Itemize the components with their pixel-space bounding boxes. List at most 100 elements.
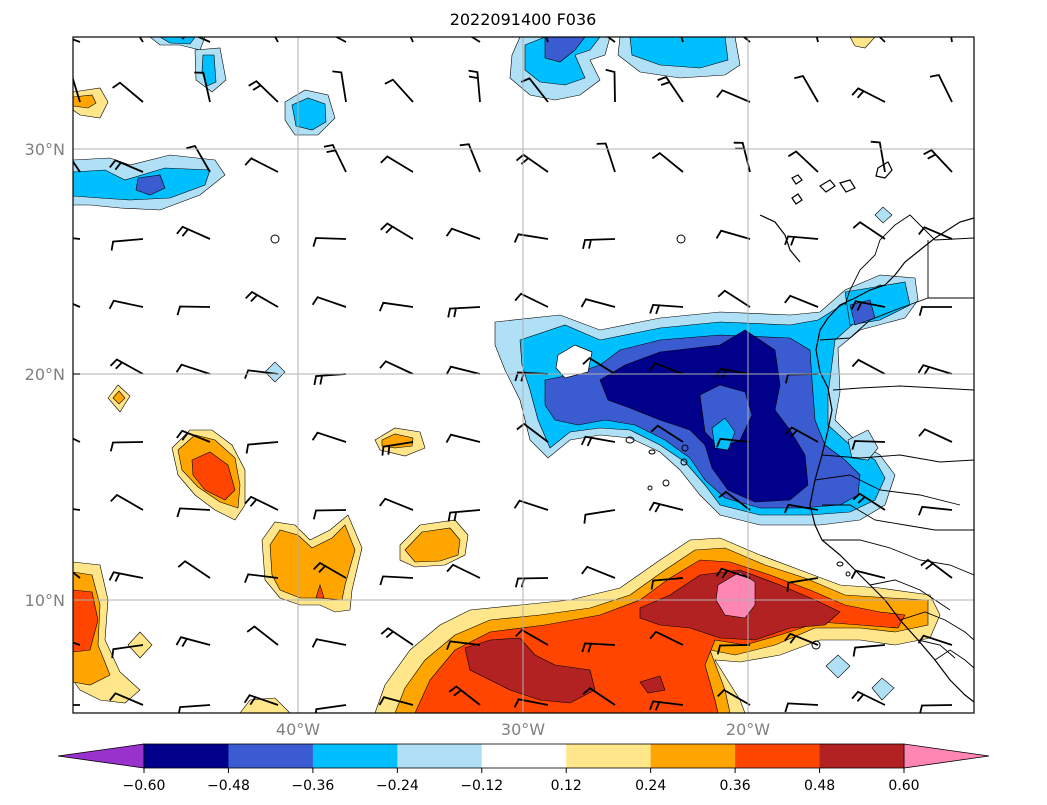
wind-barb	[920, 558, 953, 579]
wind-barb	[445, 227, 481, 240]
wind-barb	[784, 632, 819, 646]
wind-barb	[783, 503, 819, 514]
colorbar-tick-label: −0.24	[376, 778, 419, 794]
wind-barb	[384, 78, 414, 103]
anomaly-contours	[73, 37, 974, 713]
wind-barb	[851, 358, 886, 375]
colorbar-extend-max	[903, 743, 990, 769]
wind-barb	[582, 356, 616, 375]
wind-barb	[850, 300, 886, 311]
wind-barb	[381, 441, 414, 456]
wind-barb	[468, 69, 481, 103]
wind-barb	[177, 37, 211, 43]
colorbar-cell	[144, 744, 229, 768]
wind-barb	[109, 159, 144, 173]
wind-barb	[244, 157, 279, 173]
wind-barb	[715, 567, 751, 579]
wind-barb	[109, 358, 144, 375]
gridlines	[73, 37, 974, 713]
wind-barb	[650, 577, 684, 590]
wind-barb	[378, 696, 414, 706]
wind-barb	[176, 507, 211, 518]
wind-barb	[175, 636, 211, 648]
wind-barb	[244, 495, 279, 511]
contour-neg036-top-b	[201, 54, 217, 87]
wind-barb	[176, 225, 211, 240]
colorbar-cell	[312, 744, 398, 768]
contour-neg036-top-e	[629, 37, 729, 69]
colorbar-cell	[566, 744, 652, 768]
wind-barb	[918, 226, 953, 240]
wind-barb	[648, 362, 684, 375]
colorbar-tick-label: −0.60	[123, 778, 166, 794]
wind-barbs	[73, 37, 953, 713]
wind-barb	[110, 493, 144, 511]
wind-barb	[110, 238, 144, 251]
contour-pos036-c	[404, 527, 461, 563]
wind-barb	[176, 305, 211, 316]
colorbar-cell	[735, 744, 821, 768]
contour-neg036-inner	[711, 417, 736, 451]
wind-barb	[596, 142, 616, 173]
wind-barb	[918, 505, 953, 516]
contour-neg036-top-d	[524, 37, 601, 86]
colorbar-ticks: −0.60 −0.48 −0.36 −0.24 −0.12 0.12 0.24 0.36 0.4…	[123, 768, 920, 794]
contour-neg036-top-c	[291, 97, 327, 131]
wind-barb	[514, 292, 549, 308]
wind-barb	[648, 501, 684, 513]
wind-barb	[787, 150, 819, 173]
colorbar-tick-label: −0.48	[207, 778, 250, 794]
contour-neg024-spot-c	[825, 654, 851, 679]
wind-barb	[605, 68, 616, 103]
wind-barb	[311, 638, 347, 648]
wind-barb	[246, 625, 279, 646]
wind-barb	[459, 143, 481, 173]
wind-barb	[245, 441, 279, 454]
contour-pos036-e	[112, 390, 126, 405]
wind-barb	[717, 688, 751, 706]
wind-barb	[851, 690, 886, 706]
wind-barb	[73, 76, 81, 103]
colorbar-tick-label: 0.12	[551, 778, 582, 794]
wind-barb	[784, 235, 819, 246]
contour-neg048-nw-a	[135, 174, 166, 196]
wind-barb	[715, 229, 751, 240]
contour-pos048-b-spike	[315, 583, 325, 599]
wind-barb	[311, 431, 347, 443]
wind-barb	[717, 289, 751, 308]
wind-barb	[852, 644, 886, 657]
wind-barb	[513, 233, 549, 243]
colorbar-tick-label: −0.12	[460, 778, 503, 794]
wind-barb	[851, 87, 886, 103]
wind-barb	[870, 140, 886, 173]
colorbar-tick-label: 0.36	[720, 778, 751, 794]
wind-barb	[313, 373, 347, 386]
wind-barb	[379, 360, 414, 375]
wind-barb	[852, 221, 886, 240]
wind-barb	[447, 509, 481, 522]
colorbar: −0.60 −0.48 −0.36 −0.24 −0.12 0.12 0.24 0.36 0.4…	[57, 743, 990, 794]
contour-neg048-top-d	[544, 37, 586, 63]
wind-barb	[580, 298, 616, 308]
wind-barb	[175, 363, 211, 375]
wind-barb	[378, 301, 414, 312]
coastlines	[759, 161, 974, 703]
wind-barb	[515, 628, 549, 646]
map-panel: 30°N 20°N 10°N 40°W 30°W 20°W	[25, 36, 975, 739]
wind-barb	[109, 441, 144, 452]
contour-neg036-top-a	[159, 37, 196, 45]
wind-barb	[786, 577, 819, 592]
wind-barb	[245, 290, 279, 308]
wind-barb	[314, 704, 347, 713]
wind-barb	[520, 77, 549, 103]
contour-pos048-a	[191, 451, 236, 501]
wind-barb	[380, 627, 414, 646]
wind-barb	[177, 560, 211, 579]
wind-barb	[446, 640, 481, 651]
wind-barb	[111, 644, 144, 659]
wind-barb	[923, 148, 953, 173]
wind-barb	[784, 702, 819, 713]
wind-barb	[312, 237, 347, 247]
wind-barb	[73, 160, 81, 173]
